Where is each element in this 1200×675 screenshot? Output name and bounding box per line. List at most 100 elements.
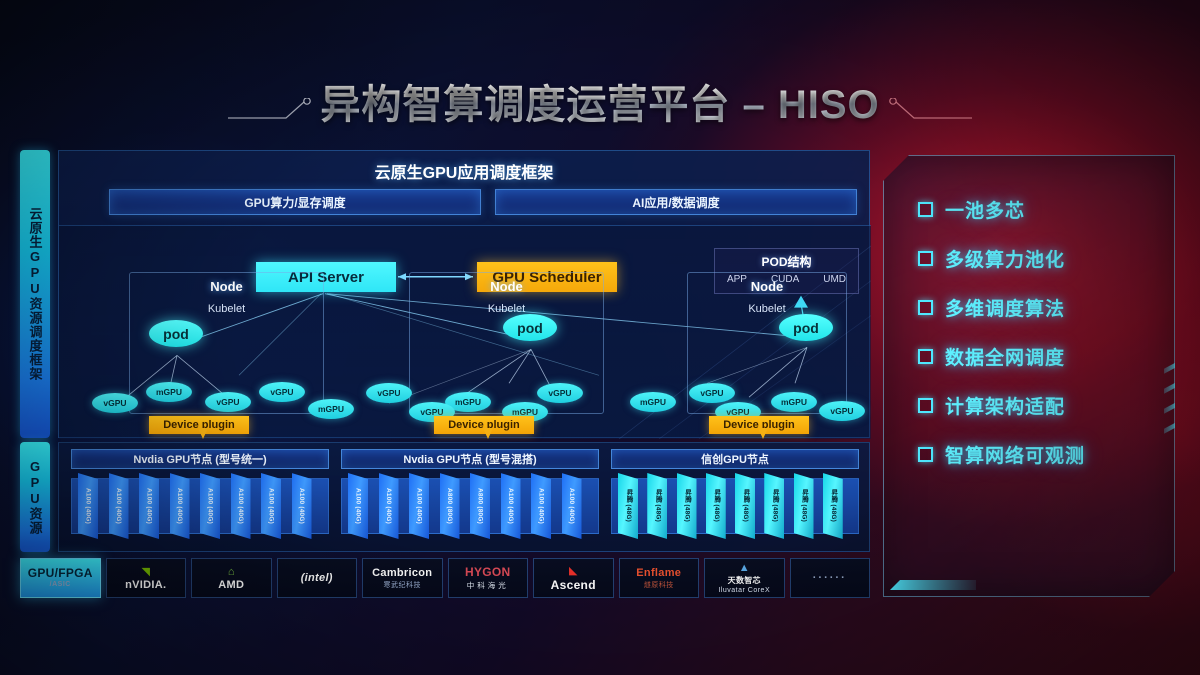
scheduling-bar-ai-data[interactable]: AI应用/数据调度 bbox=[495, 189, 857, 215]
gpu-group-title-3[interactable]: 信创GPU节点 bbox=[611, 449, 859, 469]
gpu-card-rail-3: 昇腾 (48G) 昇腾 (48G) 昇腾 (48G) 昇腾 (48G) 昇腾 (48G)… bbox=[611, 478, 859, 534]
gpu-card[interactable]: A100 (40G) bbox=[409, 473, 429, 539]
feature-item-6[interactable]: 智算网络可观测 bbox=[918, 441, 1148, 468]
feature-item-3[interactable]: 多维调度算法 bbox=[918, 294, 1148, 321]
feature-item-2[interactable]: 多级算力池化 bbox=[918, 245, 1148, 272]
page-title: 异构智算调度运营平台 – HISO bbox=[320, 72, 879, 130]
vendor-sub-name: 燧原科技 bbox=[643, 581, 674, 589]
vendor-name: Ascend bbox=[550, 578, 596, 592]
panel-stripe-3 bbox=[1164, 399, 1182, 414]
gpu-card[interactable]: 昇腾 (48G) bbox=[735, 473, 755, 539]
vendor-logo-ascend[interactable]: ◣ Ascend bbox=[533, 558, 614, 598]
pod-2[interactable]: pod bbox=[503, 314, 557, 341]
feature-item-4[interactable]: 数据全网调度 bbox=[918, 343, 1148, 370]
gpu-card-label: A100 (40G) bbox=[537, 488, 545, 524]
gpu-unit-3-2[interactable]: vGPU bbox=[689, 383, 735, 403]
pod-3[interactable]: pod bbox=[779, 314, 833, 341]
gpu-card[interactable]: A100 (40G) bbox=[562, 473, 582, 539]
gpu-card[interactable]: A100 (40G) bbox=[109, 473, 129, 539]
vendor-logo-cambricon[interactable]: Cambricon 寒武纪科技 bbox=[362, 558, 443, 598]
vendor-logo-nvidia[interactable]: ◥ nVIDIA. bbox=[105, 558, 186, 598]
gpu-card[interactable]: 昇腾 (48G) bbox=[823, 473, 843, 539]
gpu-card[interactable]: 昇腾 (48G) bbox=[764, 473, 784, 539]
gpu-group-1: Nvdia GPU节点 (型号统一) A100 (40G) A100 (40G) A… bbox=[71, 449, 329, 547]
gpu-card[interactable]: A100 (40G) bbox=[531, 473, 551, 539]
gpu-card[interactable]: 昇腾 (48G) bbox=[677, 473, 697, 539]
vendor-logo-more[interactable]: ······ bbox=[789, 558, 870, 598]
gpu-card[interactable]: A100 (40G) bbox=[139, 473, 159, 539]
vendor-logo-intel[interactable]: (intel) bbox=[276, 558, 357, 598]
gpu-card[interactable]: A100 (40G) bbox=[261, 473, 281, 539]
feature-label-1: 一池多芯 bbox=[945, 201, 1026, 222]
gpu-card[interactable]: A100 (40G) bbox=[170, 473, 190, 539]
gpu-card-label: 昇腾 (48G) bbox=[742, 489, 749, 523]
vendor-sub-name: 寒武纪科技 bbox=[383, 581, 421, 589]
gpu-card[interactable]: 昇腾 (48G) bbox=[794, 473, 814, 539]
gpu-card[interactable]: A100 (40G) bbox=[231, 473, 251, 539]
gpu-unit-1-4[interactable]: vGPU bbox=[259, 382, 305, 402]
title-left-decoration bbox=[228, 98, 311, 119]
gpu-card-label: A100 (40G) bbox=[84, 488, 92, 524]
gpu-card-label: A100 (40G) bbox=[206, 488, 214, 524]
gpu-card[interactable]: A800 (80G) bbox=[440, 473, 460, 539]
gpu-unit-2-1[interactable]: vGPU bbox=[366, 383, 412, 403]
gpu-unit-3-5[interactable]: vGPU bbox=[819, 401, 865, 421]
gpu-unit-1-5[interactable]: mGPU bbox=[308, 399, 354, 419]
vendor-sub-name: /ASIC bbox=[49, 581, 71, 589]
gpu-card[interactable]: 昇腾 (48G) bbox=[706, 473, 726, 539]
gpu-group-title-1[interactable]: Nvdia GPU节点 (型号统一) bbox=[71, 449, 329, 469]
vendor-logo-accent[interactable]: GPU/FPGA/ASIC bbox=[20, 558, 101, 598]
panel-corner-accent bbox=[890, 580, 976, 590]
amd-logo-icon: ⌂ bbox=[227, 565, 235, 578]
checkbox-icon bbox=[918, 251, 933, 266]
gpu-card[interactable]: A100 (40G) bbox=[379, 473, 399, 539]
gpu-card[interactable]: A100 (40G) bbox=[292, 473, 312, 539]
panel-stripe-4 bbox=[1164, 419, 1182, 434]
gpu-unit-1-3[interactable]: vGPU bbox=[205, 392, 251, 412]
kubelet-label-3: Kubelet bbox=[748, 303, 786, 315]
vendor-logo-amd[interactable]: ⌂ AMD bbox=[191, 558, 272, 598]
vendor-logo-hygon[interactable]: HYGON 中科海光 bbox=[447, 558, 528, 598]
vendor-name: GPU/FPGA bbox=[27, 565, 93, 580]
kubelet-label-1: Kubelet bbox=[207, 303, 246, 315]
kubelet-label-2: Kubelet bbox=[487, 303, 526, 315]
vendor-name: Cambricon bbox=[372, 566, 433, 579]
gpu-card-label: A100 (40G) bbox=[267, 488, 275, 524]
pod-1[interactable]: pod bbox=[149, 320, 203, 347]
gpu-card[interactable]: 昇腾 (48G) bbox=[647, 473, 667, 539]
scheduling-bar-compute[interactable]: GPU算力/显存调度 bbox=[109, 189, 481, 215]
features-list: 一池多芯 多级算力池化 多维调度算法 数据全网调度 计算架构适配 智算网络可观测 bbox=[918, 196, 1148, 468]
device-plugin-arrows bbox=[198, 428, 768, 439]
gpu-unit-3-1[interactable]: mGPU bbox=[630, 392, 676, 412]
gpu-card[interactable]: A100 (40G) bbox=[501, 473, 521, 539]
architecture-diagram: 云原生GPU资源调度框架 GPU资源 云原生GPU应用调度框架 GPU算力/显存… bbox=[20, 142, 871, 597]
gpu-group-2: Nvdia GPU节点 (型号混搭) A100 (40G) A100 (40G) A… bbox=[341, 449, 599, 547]
feature-item-1[interactable]: 一池多芯 bbox=[918, 196, 1148, 223]
gpu-card-label: 昇腾 (48G) bbox=[771, 489, 779, 523]
gpu-card-label: A100 (40G) bbox=[298, 488, 305, 524]
gpu-unit-1-2[interactable]: mGPU bbox=[146, 382, 192, 402]
gpu-unit-2-5[interactable]: vGPU bbox=[537, 383, 583, 403]
feature-item-5[interactable]: 计算架构适配 bbox=[918, 392, 1148, 419]
gpu-card-label: A100 (40G) bbox=[145, 488, 153, 524]
gpu-group-title-2[interactable]: Nvdia GPU节点 (型号混搭) bbox=[341, 449, 599, 469]
vendor-logo-enflame[interactable]: Enflame 燧原科技 bbox=[618, 558, 699, 598]
checkbox-icon bbox=[918, 300, 933, 315]
gpu-card[interactable]: A100 (40G) bbox=[78, 473, 98, 539]
gpu-card-rail-2: A100 (40G) A100 (40G) A100 (40G) A800 (80G)… bbox=[341, 478, 599, 534]
gpu-card-label: A100 (40G) bbox=[568, 488, 575, 524]
framework-heading: 云原生GPU应用调度框架 bbox=[374, 165, 554, 182]
vendor-logo-iluvatar[interactable]: ▲ 天数智芯 Iluvatar CoreX bbox=[704, 558, 785, 598]
features-panel: 一池多芯 多级算力池化 多维调度算法 数据全网调度 计算架构适配 智算网络可观测 bbox=[883, 155, 1175, 597]
vendor-sub-name: Iluvatar CoreX bbox=[718, 587, 771, 594]
gpu-card[interactable]: A100 (40G) bbox=[348, 473, 368, 539]
feature-label-5: 计算架构适配 bbox=[945, 397, 1066, 418]
gpu-unit-3-4[interactable]: mGPU bbox=[771, 392, 817, 412]
gpu-unit-1-1[interactable]: vGPU bbox=[92, 393, 138, 413]
pod-structure-title: POD结构 bbox=[761, 255, 812, 269]
gpu-card[interactable]: A100 (40G) bbox=[200, 473, 220, 539]
gpu-card[interactable]: 昇腾 (48G) bbox=[618, 473, 638, 539]
gpu-resources-box: Nvdia GPU节点 (型号统一) A100 (40G) A100 (40G) A… bbox=[58, 442, 870, 552]
gpu-card[interactable]: A800 (80G) bbox=[470, 473, 490, 539]
vendor-name: (intel) bbox=[300, 572, 333, 584]
